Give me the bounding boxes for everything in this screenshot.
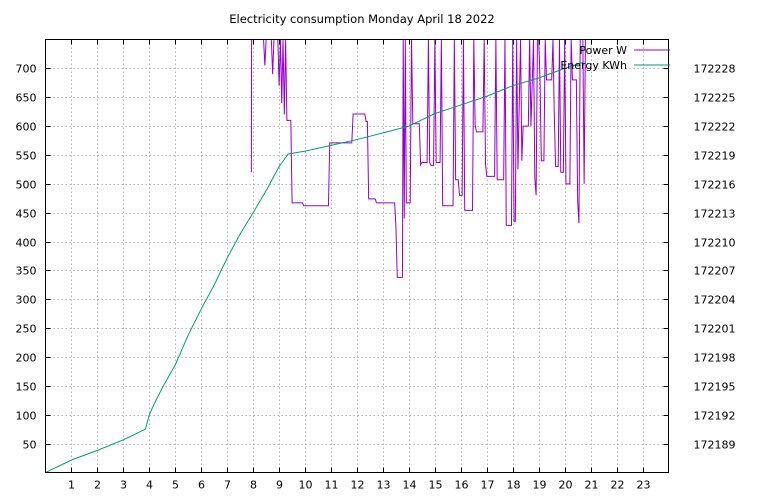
y2-tick-label: 172216 [694, 179, 736, 192]
x-tick-label: 18 [507, 479, 521, 492]
x-tick-label: 15 [429, 479, 443, 492]
y2-tick-label: 172228 [694, 63, 736, 76]
x-tick-label: 9 [276, 479, 283, 492]
x-tick-label: 2 [94, 479, 101, 492]
y-tick-label: 600 [16, 121, 37, 134]
y2-tick-label: 172195 [694, 381, 736, 394]
series-line-1 [45, 62, 583, 473]
x-tick-label: 17 [481, 479, 495, 492]
y-tick-label: 550 [16, 150, 37, 163]
y-tick-label: 650 [16, 92, 37, 105]
x-axis: 1 2 3 4 5 6 7 8 9 10 11 12 13 14 15 16 17 18 19 20 21 22 23 [68, 39, 651, 492]
x-tick-label: 19 [533, 479, 547, 492]
y2-tick-label: 172189 [694, 439, 736, 452]
x-tick-label: 8 [250, 479, 257, 492]
y-tick-label: 150 [16, 381, 37, 394]
y2-tick-label: 172210 [694, 237, 736, 250]
x-tick-label: 1 [68, 479, 75, 492]
y2-tick-label: 172222 [694, 121, 736, 134]
x-tick-label: 14 [403, 479, 417, 492]
x-tick-label: 21 [585, 479, 599, 492]
plot-frame [45, 39, 669, 473]
y-tick-label: 400 [16, 237, 37, 250]
series-line-0 [250, 39, 586, 278]
y-tick-label: 100 [16, 410, 37, 423]
y-axis: 50 100 150 200 250 300 350 400 450 500 550 600 650 70… [16, 63, 51, 452]
x-tick-label: 5 [172, 479, 179, 492]
x-tick-label: 20 [559, 479, 573, 492]
x-tick-label: 4 [146, 479, 153, 492]
y2-tick-label: 172225 [694, 92, 736, 105]
y-tick-label: 200 [16, 352, 37, 365]
x-tick-label: 23 [637, 479, 651, 492]
y2-tick-label: 172213 [694, 208, 736, 221]
x-tick-label: 3 [120, 479, 127, 492]
legend: Power W Energy KWh [560, 44, 670, 72]
x-tick-label: 6 [198, 479, 205, 492]
y-tick-label: 350 [16, 265, 37, 278]
y2-tick-label: 172204 [694, 294, 736, 307]
x-tick-label: 22 [611, 479, 625, 492]
x-tick-label: 16 [455, 479, 469, 492]
x-tick-label: 10 [299, 479, 313, 492]
y-tick-label: 250 [16, 323, 37, 336]
y2-tick-label: 172219 [694, 150, 736, 163]
y-tick-label: 300 [16, 294, 37, 307]
series-layer [45, 39, 586, 473]
x-tick-label: 11 [325, 479, 339, 492]
y-tick-label: 700 [16, 63, 37, 76]
y2-tick-label: 172192 [694, 410, 736, 423]
legend-label: Power W [579, 44, 627, 57]
grid [45, 39, 669, 473]
x-tick-label: 13 [377, 479, 391, 492]
y2-tick-label: 172207 [694, 265, 736, 278]
y2-tick-label: 172201 [694, 323, 736, 336]
y2-axis: 172189 172192 172195 172198 172201 172204 1722… [663, 63, 736, 452]
y-tick-label: 450 [16, 208, 37, 221]
chart-title: Electricity consumption Monday April 18 … [229, 12, 494, 26]
legend-label: Energy KWh [560, 59, 627, 72]
y-tick-label: 50 [23, 439, 37, 452]
x-tick-label: 12 [351, 479, 365, 492]
y2-tick-label: 172198 [694, 352, 736, 365]
y-tick-label: 500 [16, 179, 37, 192]
x-tick-label: 7 [224, 479, 231, 492]
